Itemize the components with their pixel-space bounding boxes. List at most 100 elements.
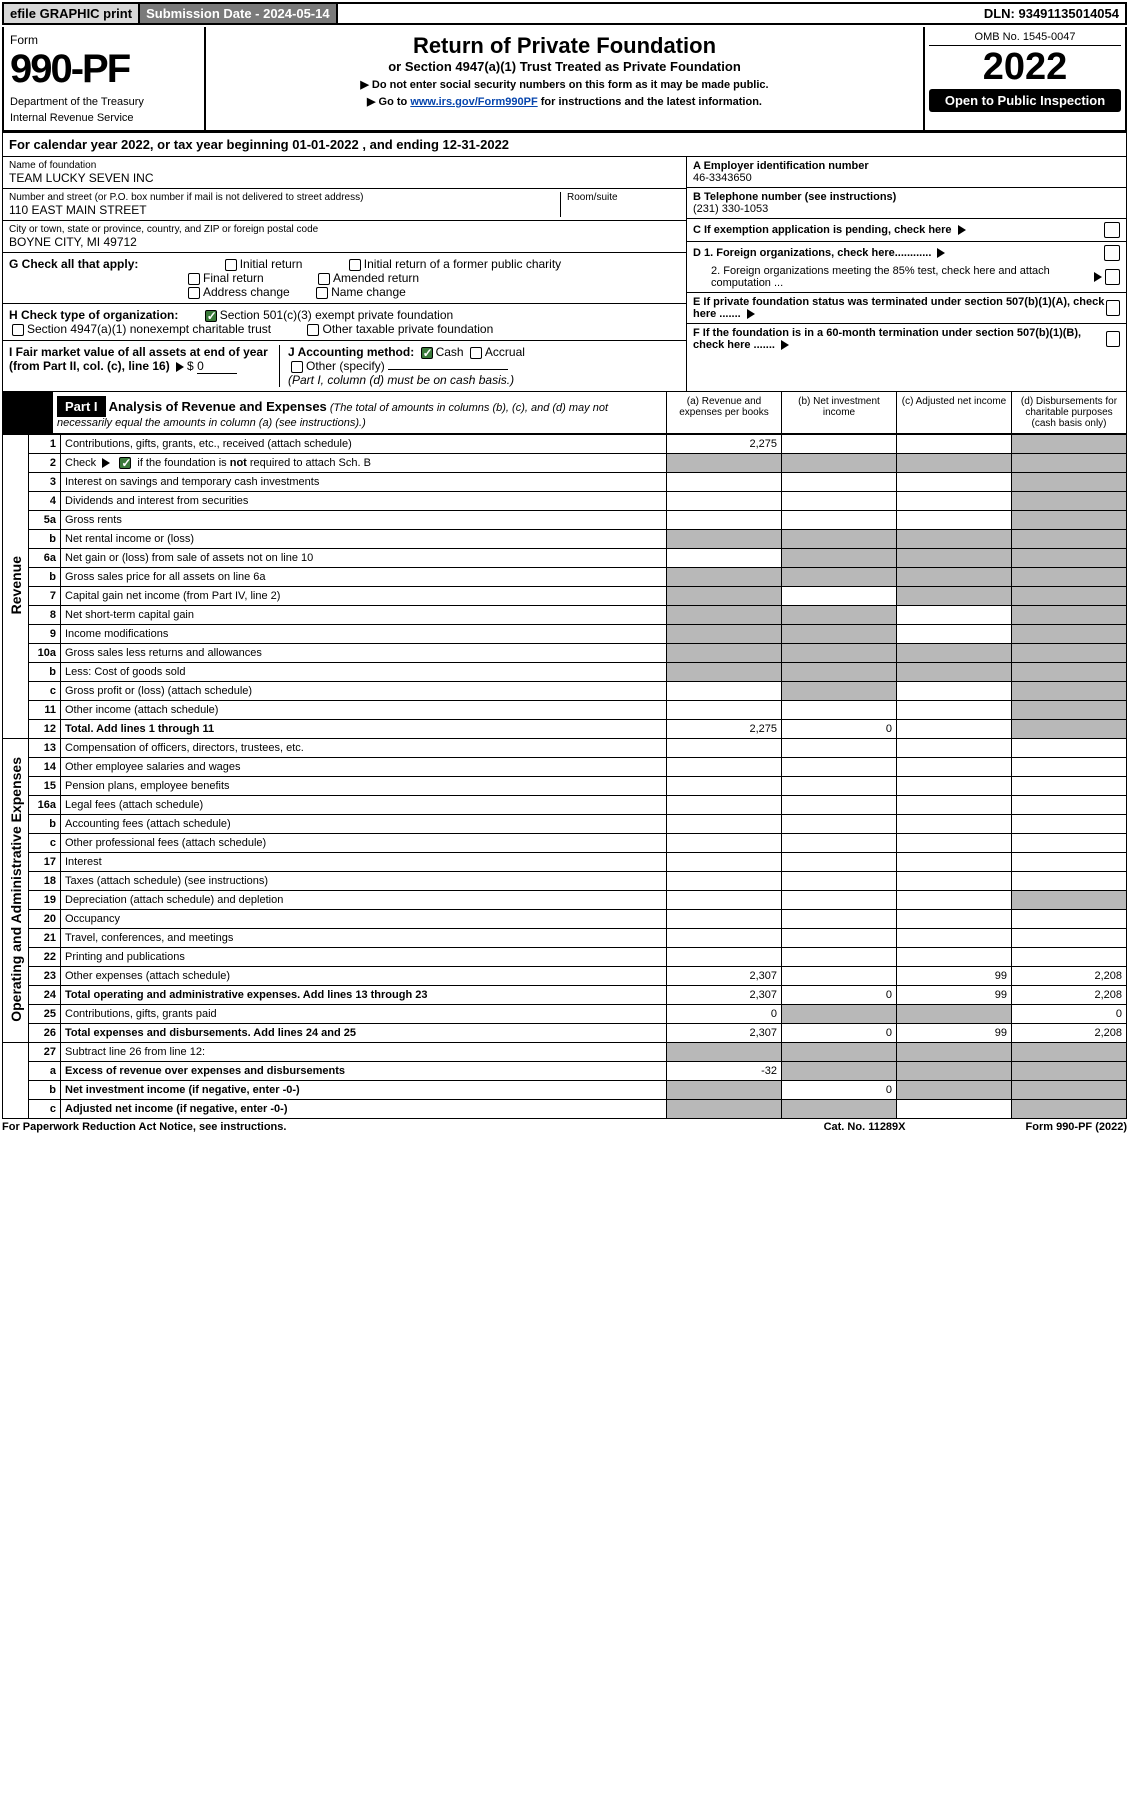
table-row: 14Other employee salaries and wages	[3, 758, 1127, 777]
amended-return-check[interactable]	[318, 273, 330, 285]
col-d-value	[1012, 872, 1127, 891]
col-a-value	[667, 625, 782, 644]
col-b-value	[782, 435, 897, 454]
schb-check[interactable]	[119, 457, 131, 469]
header-right: OMB No. 1545-0047 2022 Open to Public In…	[925, 27, 1125, 130]
col-d-value	[1012, 853, 1127, 872]
col-a-value: 2,275	[667, 435, 782, 454]
initial-former-check[interactable]	[349, 259, 361, 271]
col-c-value	[897, 435, 1012, 454]
j-accrual: Accrual	[485, 345, 525, 359]
irs-link[interactable]: www.irs.gov/Form990PF	[410, 96, 537, 108]
f-checkbox[interactable]	[1106, 331, 1120, 347]
table-row: 5aGross rents	[3, 511, 1127, 530]
d1-label: D 1. Foreign organizations, check here..…	[693, 247, 931, 259]
other-taxable-check[interactable]	[307, 324, 319, 336]
col-b-value	[782, 625, 897, 644]
e-terminated-cell: E If private foundation status was termi…	[687, 293, 1126, 324]
accrual-check[interactable]	[470, 347, 482, 359]
col-b-value	[782, 758, 897, 777]
table-row: cOther professional fees (attach schedul…	[3, 834, 1127, 853]
other-method-check[interactable]	[291, 361, 303, 373]
col-d-value	[1012, 1062, 1127, 1081]
line-desc: Total expenses and disbursements. Add li…	[61, 1024, 667, 1043]
col-c-value	[897, 663, 1012, 682]
col-b-value	[782, 1043, 897, 1062]
c-checkbox[interactable]	[1104, 222, 1120, 238]
line-number: 19	[29, 891, 61, 910]
line-number: 9	[29, 625, 61, 644]
foundation-name: TEAM LUCKY SEVEN INC	[9, 171, 680, 185]
line-desc: Pension plans, employee benefits	[61, 777, 667, 796]
col-c-value	[897, 777, 1012, 796]
col-c-value	[897, 834, 1012, 853]
dln-label: DLN: 93491135014054	[978, 4, 1125, 23]
table-row: aExcess of revenue over expenses and dis…	[3, 1062, 1127, 1081]
col-a-value	[667, 1081, 782, 1100]
col-c-value	[897, 454, 1012, 473]
col-a-value	[667, 644, 782, 663]
d2-label: 2. Foreign organizations meeting the 85%…	[693, 265, 1091, 289]
line-desc: Occupancy	[61, 910, 667, 929]
dept-treasury: Department of the Treasury	[10, 96, 198, 108]
line-number: b	[29, 815, 61, 834]
col-d-value	[1012, 435, 1127, 454]
line-desc: Adjusted net income (if negative, enter …	[61, 1100, 667, 1119]
line-number: 10a	[29, 644, 61, 663]
col-b-value	[782, 967, 897, 986]
4947-check[interactable]	[12, 324, 24, 336]
col-a-value	[667, 815, 782, 834]
table-row: 12Total. Add lines 1 through 112,2750	[3, 720, 1127, 739]
col-a-value	[667, 758, 782, 777]
entity-left: Name of foundation TEAM LUCKY SEVEN INC …	[3, 157, 686, 391]
line-desc: Net short-term capital gain	[61, 606, 667, 625]
col-b-value	[782, 682, 897, 701]
col-b-value	[782, 739, 897, 758]
col-d-value	[1012, 777, 1127, 796]
goto-note: ▶ Go to www.irs.gov/Form990PF for instru…	[212, 95, 917, 108]
col-d-value	[1012, 682, 1127, 701]
col-a-value	[667, 511, 782, 530]
address-change-check[interactable]	[188, 287, 200, 299]
table-row: bAccounting fees (attach schedule)	[3, 815, 1127, 834]
col-d-value	[1012, 606, 1127, 625]
header-center: Return of Private Foundation or Section …	[204, 27, 925, 130]
col-c-value	[897, 1081, 1012, 1100]
501c3-check[interactable]	[205, 310, 217, 322]
name-label: Name of foundation	[9, 160, 680, 171]
room-label: Room/suite	[567, 192, 680, 203]
col-c-value	[897, 1100, 1012, 1119]
initial-return-check[interactable]	[225, 259, 237, 271]
col-d-value: 0	[1012, 1005, 1127, 1024]
cash-check[interactable]	[421, 347, 433, 359]
col-c-value	[897, 473, 1012, 492]
table-row: 25Contributions, gifts, grants paid00	[3, 1005, 1127, 1024]
form-header: Form 990-PF Department of the Treasury I…	[2, 27, 1127, 132]
e-checkbox[interactable]	[1106, 300, 1120, 316]
d2-checkbox[interactable]	[1105, 269, 1120, 285]
col-c-value	[897, 701, 1012, 720]
table-row: 8Net short-term capital gain	[3, 606, 1127, 625]
col-d-value	[1012, 530, 1127, 549]
irs-label: Internal Revenue Service	[10, 112, 198, 124]
final-return-check[interactable]	[188, 273, 200, 285]
efile-print-button[interactable]: efile GRAPHIC print	[4, 4, 140, 23]
line-number: 12	[29, 720, 61, 739]
col-a-value: 2,307	[667, 1024, 782, 1043]
name-change-check[interactable]	[316, 287, 328, 299]
col-d-value	[1012, 473, 1127, 492]
col-a-value	[667, 473, 782, 492]
line-desc: Gross profit or (loss) (attach schedule)	[61, 682, 667, 701]
col-c-value	[897, 796, 1012, 815]
col-a-value: -32	[667, 1062, 782, 1081]
part1-desc: Part I Analysis of Revenue and Expenses …	[53, 392, 666, 433]
line-number: 24	[29, 986, 61, 1005]
section-side-label	[3, 1043, 29, 1119]
ij-row: I Fair market value of all assets at end…	[3, 341, 686, 391]
d1-checkbox[interactable]	[1104, 245, 1120, 261]
col-d-value	[1012, 549, 1127, 568]
line-number: 7	[29, 587, 61, 606]
col-b-value	[782, 587, 897, 606]
col-c-header: (c) Adjusted net income	[896, 392, 1011, 433]
goto-pre: ▶ Go to	[367, 96, 410, 108]
